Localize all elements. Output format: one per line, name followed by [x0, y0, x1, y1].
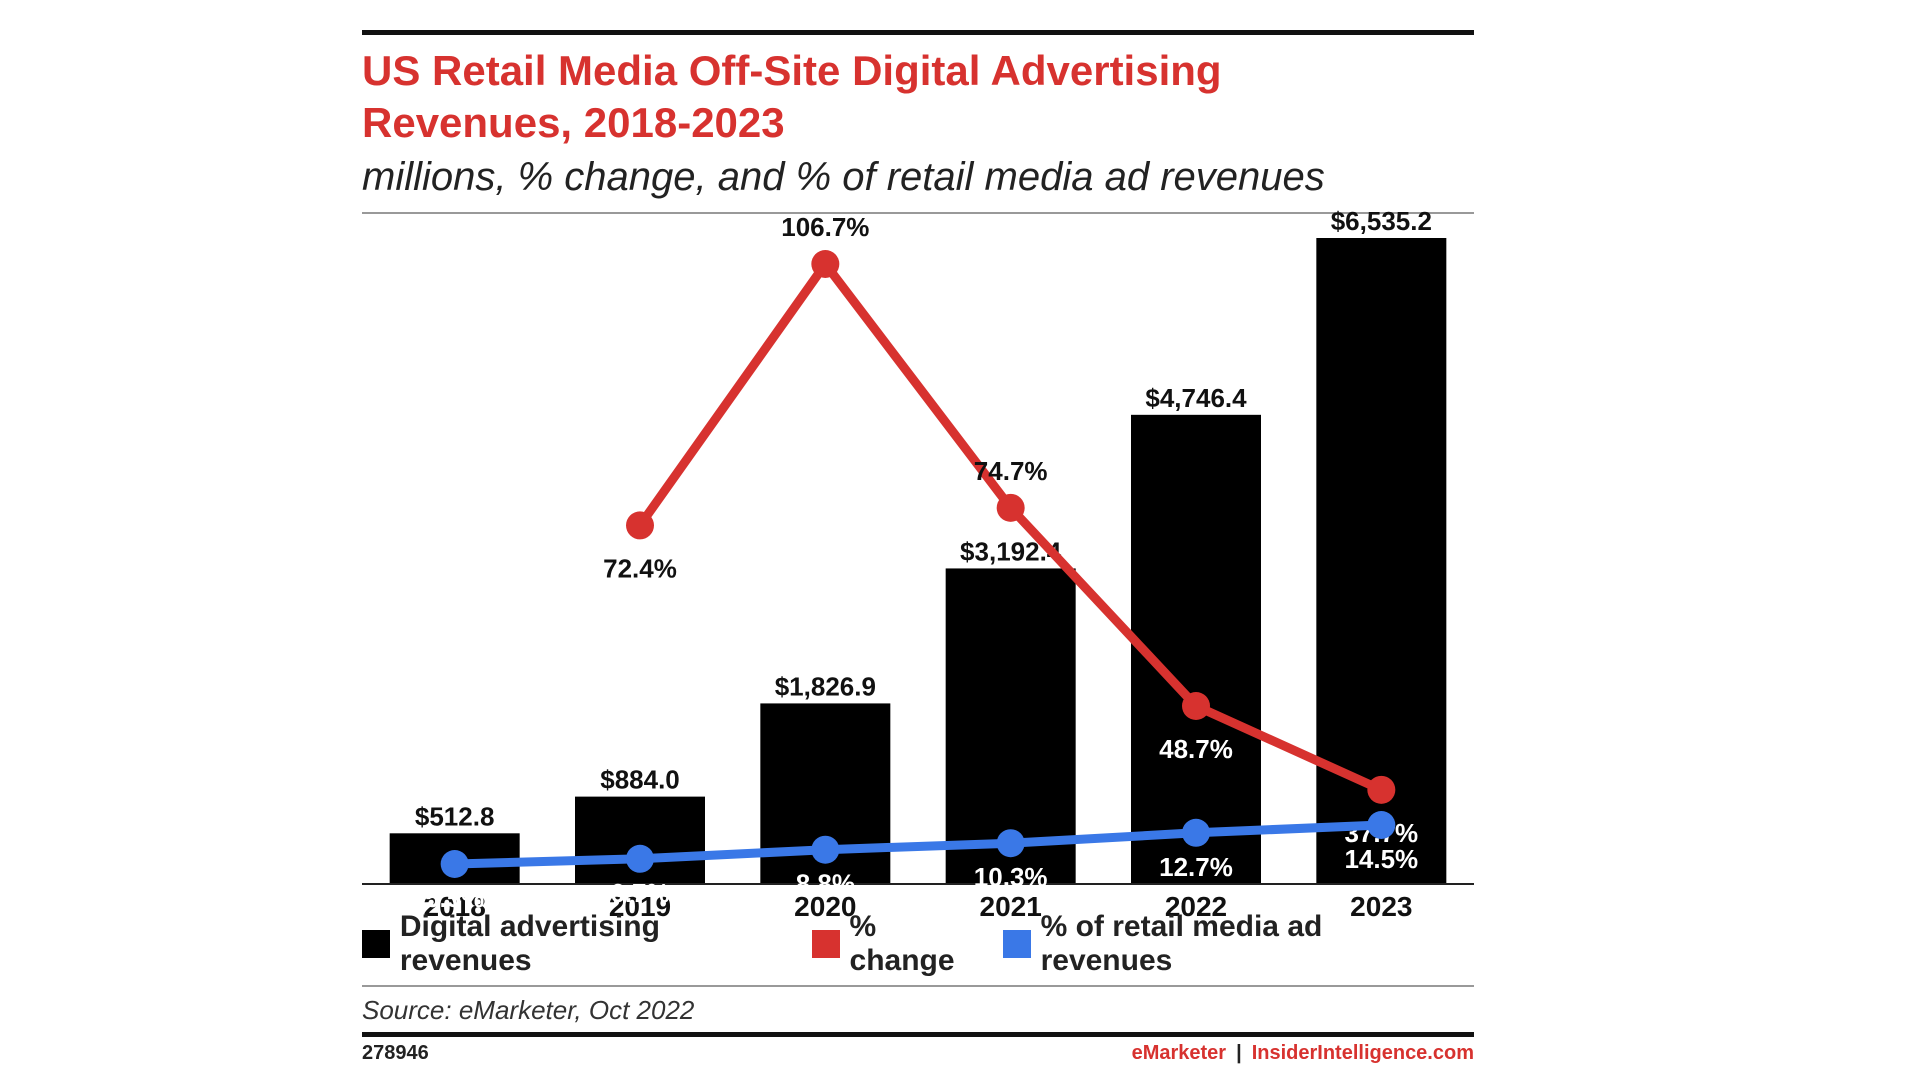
legend-label-pct-share: % of retail media ad revenues — [1040, 910, 1323, 977]
bar-value-label-2018: $512.8 — [415, 801, 495, 831]
pct-change-point-2021 — [996, 493, 1025, 522]
brand-emarketer-link[interactable]: eMarketer — [1131, 1042, 1227, 1064]
brand-insider-intelligence-link[interactable]: InsiderIntelligence.com — [1251, 1042, 1474, 1064]
x-tick-label-2018: 2018 — [424, 891, 486, 922]
chart-svg: $512.82018$884.02019$1,826.92020$3,192.4… — [362, 206, 1474, 922]
pct-change-label-2019: 72.4% — [603, 553, 677, 583]
x-tick-label-2020: 2020 — [794, 891, 856, 922]
bar-value-label-2023: $6,535.2 — [1331, 206, 1432, 236]
pct-change-point-2019 — [626, 511, 654, 540]
legend: Digital advertising revenues % change % … — [362, 910, 1474, 977]
pct-share-point-2021 — [996, 829, 1025, 858]
pct-share-point-2020 — [811, 835, 840, 864]
x-tick-label-2019: 2019 — [609, 891, 671, 922]
chart-title: US Retail Media Off-Site Digital Adverti… — [362, 45, 1474, 149]
footer-brand: eMarketer | InsiderIntelligence.com — [1132, 1042, 1474, 1065]
bar-value-label-2020: $1,826.9 — [775, 671, 876, 701]
pct-share-line — [454, 820, 1382, 869]
bar-value-label-2019: $884.0 — [600, 765, 680, 795]
legend-item-pct-change: % change — [811, 910, 989, 978]
bar-value-label-2022: $4,746.4 — [1145, 383, 1247, 413]
legend-item-revenues: Digital advertising revenues — [362, 910, 798, 978]
top-rule — [362, 30, 1474, 35]
pct-share-label-2018: 5.5% — [425, 883, 484, 913]
x-tick-label-2023: 2023 — [1350, 891, 1412, 922]
pct-change-point-2020 — [811, 250, 840, 278]
chart-subtitle: millions, % change, and % of retail medi… — [362, 155, 1325, 199]
pct-share-label-2022: 12.7% — [1159, 852, 1233, 882]
pct-share-label-2020: 8.8% — [796, 869, 855, 899]
pct-share-label-2019: 6.7% — [610, 878, 669, 908]
plot-area: $512.8 2018 $884.0 2019 $1,826.9 2020 $3,192.4… — [362, 206, 1474, 922]
pct-change-point-2022 — [1182, 692, 1210, 720]
brand-separator: | — [1236, 1042, 1242, 1064]
pct-share-label-2021: 10.3% — [974, 862, 1048, 892]
x-tick-label-2021: 2021 — [980, 891, 1042, 922]
legend-swatch-pct-change — [811, 930, 840, 958]
source-note: Source: eMarketer, Oct 2022 — [362, 995, 695, 1025]
pct-change-label-2020: 106.7% — [781, 212, 869, 242]
chart-id: 278946 — [362, 1042, 429, 1064]
pct-share-point-2022 — [1182, 818, 1210, 847]
chart-title-line-1: US Retail Media Off-Site Digital Adverti… — [362, 47, 1222, 94]
chart-title-line-2: Revenues, 2018-2023 — [362, 99, 785, 146]
x-tick-label-2022: 2022 — [1165, 891, 1227, 922]
legend-label-pct-change: % change — [849, 910, 955, 977]
pct-share-label-2023: 14.5% — [1344, 844, 1418, 874]
legend-swatch-revenues — [362, 930, 390, 958]
legend-label-revenues: Digital advertising revenues — [399, 910, 660, 977]
bottom-rule — [362, 1032, 1474, 1037]
source-rule — [362, 985, 1474, 987]
pct-share-point-2023 — [1367, 811, 1396, 839]
legend-swatch-pct-share — [1002, 930, 1031, 958]
subtitle-rule — [362, 212, 1474, 214]
chart-card: US Retail Media Off-Site Digital Adverti… — [362, 30, 1474, 1070]
pct-change-label-2021: 74.7% — [974, 456, 1048, 486]
pct-change-label-2022: 48.7% — [1159, 734, 1233, 764]
legend-item-pct-share: % of retail media ad revenues — [1002, 910, 1460, 978]
pct-change-point-2023 — [1367, 775, 1396, 804]
bar-2022 — [1131, 414, 1261, 884]
pct-share-point-2019 — [626, 844, 654, 873]
pct-share-point-2018 — [440, 850, 469, 878]
